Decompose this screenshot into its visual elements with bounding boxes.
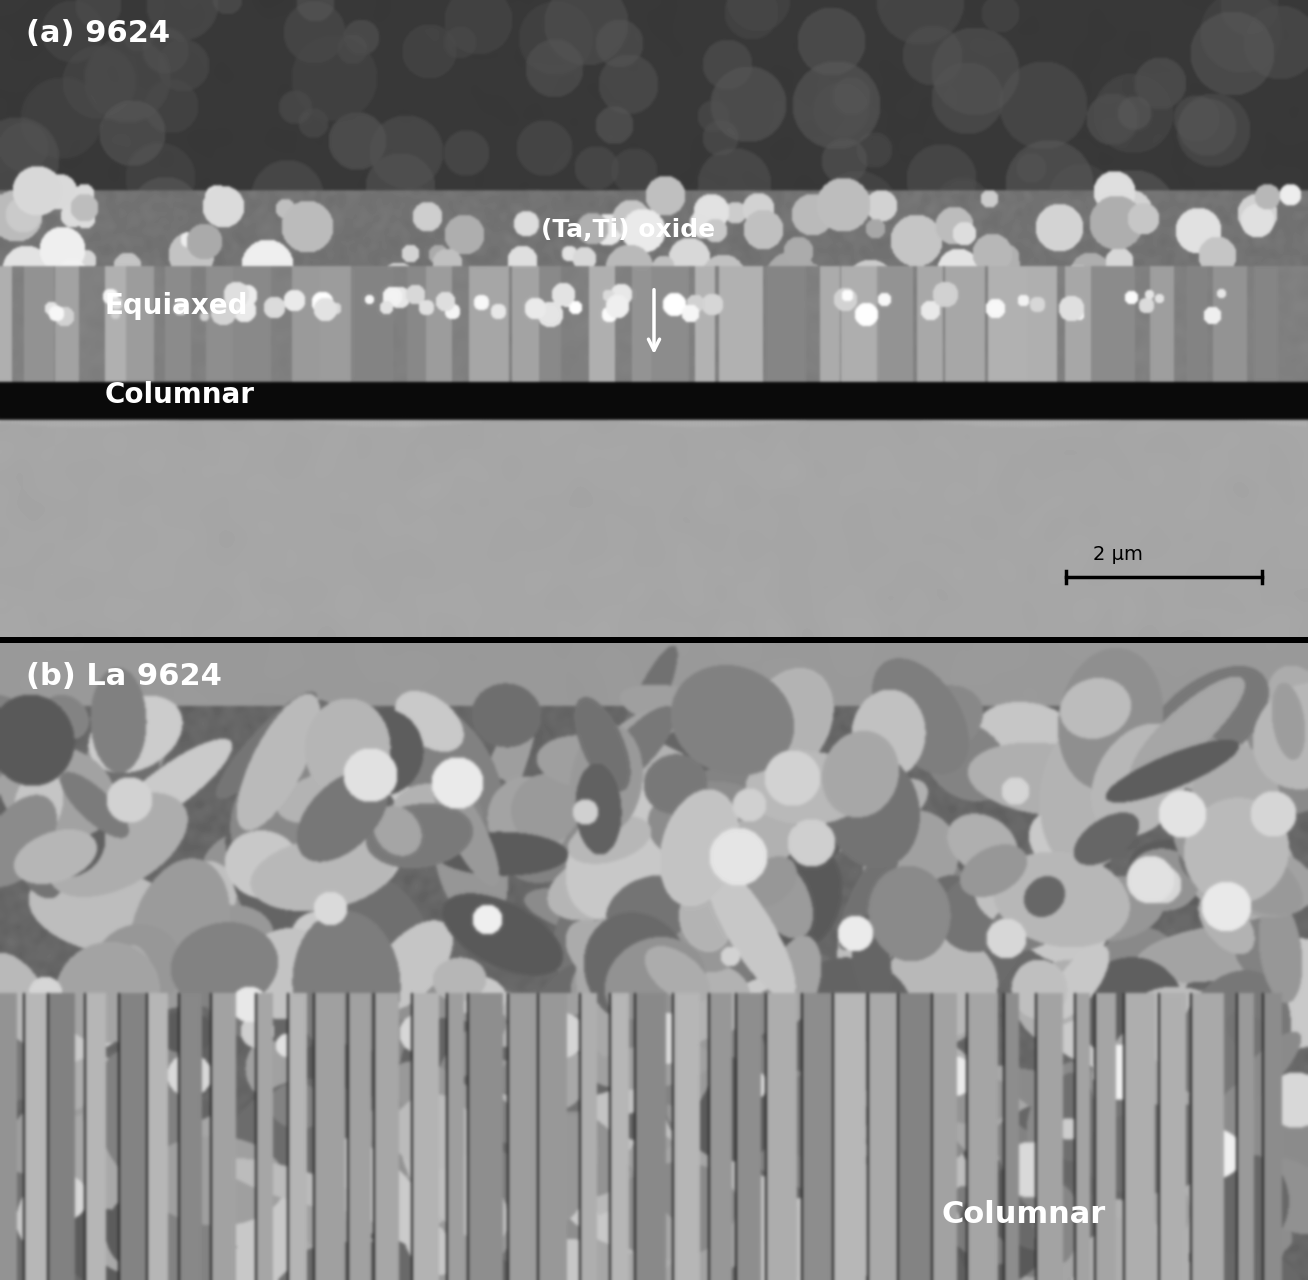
Text: (b) La 9624: (b) La 9624 xyxy=(26,662,222,691)
Text: (Ta,Ti) oxide: (Ta,Ti) oxide xyxy=(540,218,715,242)
Text: Columnar: Columnar xyxy=(942,1201,1107,1229)
Text: Equiaxed: Equiaxed xyxy=(105,292,249,320)
Text: (a) 9624: (a) 9624 xyxy=(26,19,170,49)
Text: Columnar: Columnar xyxy=(105,381,255,410)
Text: 2 μm: 2 μm xyxy=(1093,545,1143,564)
